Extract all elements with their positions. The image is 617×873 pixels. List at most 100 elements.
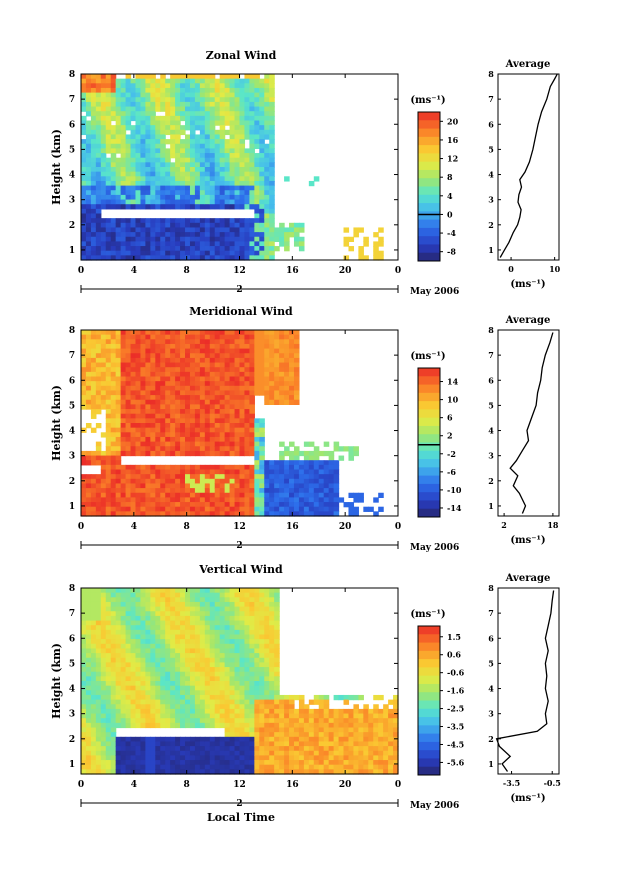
heatmap-cell [120,134,127,140]
heatmap-cell [194,148,201,154]
heatmap-cell [160,143,166,149]
heatmap-cell [125,764,132,770]
heatmap-cell [254,78,260,84]
heatmap-cell [284,478,290,485]
heatmap-cell [264,339,270,345]
heatmap-cell [90,478,97,485]
heatmap-cell [165,746,171,752]
heatmap-cell [155,597,161,603]
colorbar-swatch [418,128,440,138]
heatmap-cell [130,232,137,238]
heatmap-cell [185,643,191,650]
heatmap-cell [293,236,300,242]
heatmap-cell [239,690,246,696]
heatmap-cell [259,134,265,140]
heatmap-cell [185,199,191,205]
heatmap-cell [90,213,97,219]
heatmap-cell [244,134,250,140]
heatmap-cell [145,357,151,364]
heatmap-cell [110,455,117,461]
heatmap-cell [155,722,161,729]
heatmap-cell [120,404,127,410]
heatmap-cell [130,643,137,650]
heatmap-cell [170,390,176,396]
heatmap-cell [155,483,161,489]
heatmap-cell [170,492,176,498]
heatmap-cell [90,376,97,382]
heatmap-cell [204,611,211,617]
heatmap-cell [204,139,211,145]
heatmap-cell [219,250,226,256]
heatmap-cell [110,129,117,136]
heatmap-cell [328,474,335,480]
heatmap-cell [204,348,211,354]
heatmap-cell [115,769,122,775]
heatmap-cell [298,497,305,503]
heatmap-cell [155,662,161,668]
heatmap-cell [259,615,265,622]
heatmap-cell [150,690,156,696]
heatmap-cell [269,502,275,508]
heatmap-cell [160,250,166,256]
heatmap-cell [313,446,320,452]
colorbar-unit: (ms⁻¹) [410,351,445,362]
heatmap-cell [229,185,236,191]
heatmap-cell [81,488,87,494]
heatmap-cell [85,232,92,238]
heatmap-cell [170,241,176,247]
heatmap-cell [110,143,117,149]
heatmap-cell [249,681,255,687]
heatmap-cell [170,129,176,136]
heatmap-cell [160,488,166,494]
heatmap-cell [284,232,290,238]
heatmap-cell [85,185,92,191]
heatmap-cell [135,694,142,701]
heatmap-cell [244,399,250,405]
heatmap-cell [145,639,151,645]
heatmap-cell [95,162,102,168]
heatmap-cell [234,657,241,663]
heatmap-cell [249,395,255,401]
heatmap-cell [214,148,221,154]
heatmap-cell [105,441,112,447]
heatmap-cell [249,750,255,756]
heatmap-cell [90,204,97,210]
heatmap-cell [189,399,196,405]
heatmap-cell [204,653,211,659]
heatmap-cell [194,390,201,396]
heatmap-cell [175,143,181,149]
heatmap-cell [244,741,250,747]
heatmap-cell [259,129,265,136]
heatmap-cell [105,334,112,340]
heatmap-cell [254,74,260,80]
heatmap-cell [189,588,196,594]
colorbar-tick-label: -4 [447,228,456,238]
heatmap-cell [204,676,211,682]
heatmap-cell [298,474,305,480]
heatmap-cell [274,390,280,396]
heatmap-cell [224,427,231,433]
heatmap-cell [313,474,320,480]
heatmap-cell [229,699,236,705]
heatmap-cell [170,601,176,608]
heatmap-cell [308,492,315,498]
heatmap-cell [219,694,226,701]
heatmap-cell [140,469,146,475]
heatmap-cell [214,357,221,364]
heatmap-cell [209,722,216,729]
heatmap-cell [293,395,300,401]
heatmap-cell [115,390,122,396]
heatmap-cell [254,101,260,108]
heatmap-cell [155,139,161,145]
y-tick-label: 5 [69,145,75,155]
heatmap-cell [259,423,265,429]
heatmap-cell [165,385,171,392]
heatmap-cell [85,339,92,345]
heatmap-cell [313,488,320,494]
heatmap-cell [209,746,216,752]
heatmap-cell [185,506,191,512]
heatmap-cell [165,488,171,494]
heatmap-cell [95,348,102,354]
heatmap-cell [160,436,166,443]
heatmap-cell [189,222,196,229]
